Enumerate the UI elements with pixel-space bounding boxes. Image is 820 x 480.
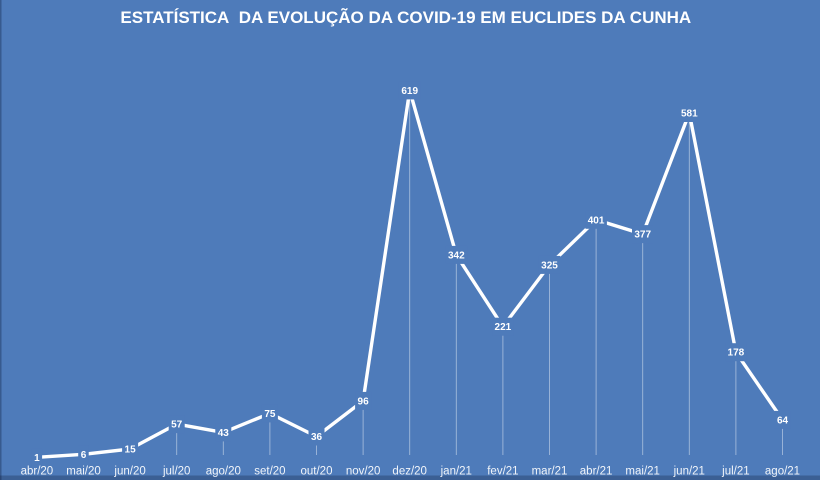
svg-text:75: 75	[264, 409, 276, 420]
svg-text:15: 15	[125, 445, 137, 456]
svg-text:619: 619	[401, 86, 418, 97]
svg-text:178: 178	[728, 348, 745, 359]
svg-text:set/20: set/20	[254, 466, 285, 478]
svg-text:ESTATÍSTICA DA EVOLUÇÃO DA CO: ESTATÍSTICA DA EVOLUÇÃO DA COVID-19 EM E…	[120, 7, 691, 27]
svg-text:64: 64	[777, 415, 789, 426]
svg-text:57: 57	[171, 420, 183, 431]
svg-text:dez/20: dez/20	[392, 466, 427, 478]
svg-text:377: 377	[634, 230, 651, 241]
svg-text:36: 36	[311, 432, 323, 443]
svg-text:jun/21: jun/21	[673, 466, 705, 478]
svg-text:325: 325	[541, 260, 558, 271]
svg-text:jun/20: jun/20	[113, 466, 145, 478]
svg-text:mai/20: mai/20	[66, 466, 101, 478]
svg-text:mar/21: mar/21	[532, 466, 568, 478]
svg-text:abr/21: abr/21	[580, 466, 613, 478]
svg-text:6: 6	[81, 450, 87, 461]
svg-text:jan/21: jan/21	[440, 466, 472, 478]
svg-text:342: 342	[448, 250, 465, 261]
svg-text:abr/20: abr/20	[21, 466, 54, 478]
svg-text:mai/21: mai/21	[625, 466, 660, 478]
svg-text:221: 221	[495, 322, 512, 333]
svg-text:401: 401	[588, 215, 605, 226]
svg-text:jul/20: jul/20	[162, 466, 191, 478]
svg-text:nov/20: nov/20	[346, 466, 381, 478]
svg-text:43: 43	[218, 428, 230, 439]
svg-text:out/20: out/20	[301, 466, 333, 478]
svg-text:ago/21: ago/21	[765, 466, 800, 478]
svg-text:jul/21: jul/21	[721, 466, 750, 478]
svg-text:581: 581	[681, 109, 698, 120]
svg-text:ago/20: ago/20	[206, 466, 241, 478]
svg-text:96: 96	[358, 396, 370, 407]
svg-text:1: 1	[34, 453, 40, 464]
svg-text:fev/21: fev/21	[487, 466, 518, 478]
